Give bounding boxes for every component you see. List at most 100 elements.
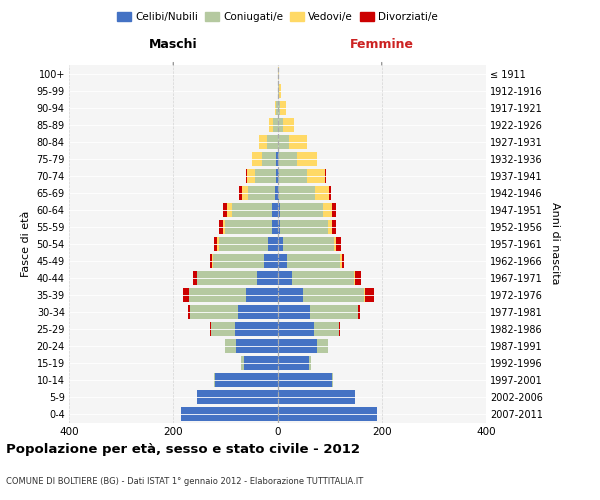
Bar (269, 118, 274, 132)
Bar (277, 288, 302, 302)
Bar (314, 186, 329, 200)
Bar (280, 100, 286, 114)
Bar (189, 288, 246, 302)
Bar (265, 254, 277, 268)
Bar (218, 220, 223, 234)
Bar (277, 254, 287, 268)
Bar (277, 66, 278, 80)
Bar (277, 407, 377, 421)
Bar (277, 305, 310, 319)
Bar (262, 152, 277, 166)
Bar (280, 220, 328, 234)
Bar (193, 271, 197, 285)
Bar (309, 356, 311, 370)
Bar (277, 202, 280, 216)
Bar (257, 271, 277, 285)
Bar (238, 305, 277, 319)
Bar (275, 186, 277, 200)
Bar (332, 220, 337, 234)
Bar (272, 220, 277, 234)
Bar (272, 202, 277, 216)
Bar (279, 186, 314, 200)
Bar (302, 288, 364, 302)
Bar (190, 305, 238, 319)
Bar (247, 168, 255, 182)
Bar (332, 202, 337, 216)
Bar (277, 322, 314, 336)
Bar (188, 305, 190, 319)
Bar (334, 237, 337, 250)
Bar (332, 373, 333, 387)
Bar (232, 202, 272, 216)
Bar (268, 237, 277, 250)
Bar (277, 390, 355, 404)
Bar (223, 202, 227, 216)
Bar (246, 288, 277, 302)
Bar (355, 271, 361, 285)
Bar (197, 271, 257, 285)
Bar (212, 254, 214, 268)
Bar (297, 152, 317, 166)
Bar (364, 288, 365, 302)
Bar (226, 339, 236, 353)
Bar (340, 254, 341, 268)
Bar (329, 186, 331, 200)
Bar (277, 134, 289, 148)
Bar (283, 237, 334, 250)
Text: Femmine: Femmine (350, 38, 414, 52)
Bar (210, 254, 212, 268)
Bar (307, 168, 325, 182)
Bar (339, 322, 340, 336)
Bar (325, 168, 326, 182)
Bar (226, 220, 272, 234)
Bar (287, 254, 340, 268)
Text: COMUNE DI BOLTIERE (BG) - Dati ISTAT 1° gennaio 2012 - Elaborazione TUTTITALIA.I: COMUNE DI BOLTIERE (BG) - Dati ISTAT 1° … (6, 477, 363, 486)
Bar (365, 288, 374, 302)
Bar (223, 220, 226, 234)
Bar (277, 237, 283, 250)
Bar (328, 220, 332, 234)
Bar (310, 305, 358, 319)
Bar (239, 186, 242, 200)
Y-axis label: Anni di nascita: Anni di nascita (550, 202, 560, 285)
Bar (211, 322, 235, 336)
Bar (277, 84, 278, 98)
Bar (236, 339, 277, 353)
Bar (235, 322, 277, 336)
Bar (353, 271, 355, 285)
Bar (277, 220, 280, 234)
Text: Popolazione per età, sesso e stato civile - 2012: Popolazione per età, sesso e stato civil… (6, 442, 360, 456)
Bar (277, 373, 332, 387)
Y-axis label: Fasce di età: Fasce di età (21, 210, 31, 277)
Bar (227, 202, 232, 216)
Bar (248, 186, 275, 200)
Bar (314, 322, 339, 336)
Bar (278, 168, 307, 182)
Bar (277, 186, 279, 200)
Bar (267, 134, 277, 148)
Bar (275, 100, 277, 114)
Bar (246, 168, 247, 182)
Bar (259, 134, 267, 148)
Bar (242, 186, 248, 200)
Bar (241, 356, 244, 370)
Bar (210, 322, 211, 336)
Bar (274, 118, 277, 132)
Bar (217, 237, 218, 250)
Bar (277, 152, 278, 166)
Bar (218, 237, 268, 250)
Bar (277, 339, 317, 353)
Bar (255, 168, 276, 182)
Bar (214, 237, 217, 250)
Text: Maschi: Maschi (149, 38, 197, 52)
Bar (182, 288, 189, 302)
Bar (341, 254, 344, 268)
Bar (214, 373, 215, 387)
Bar (278, 152, 297, 166)
Bar (277, 168, 278, 182)
Bar (317, 339, 328, 353)
Bar (283, 118, 294, 132)
Bar (289, 134, 307, 148)
Bar (278, 84, 281, 98)
Bar (214, 254, 265, 268)
